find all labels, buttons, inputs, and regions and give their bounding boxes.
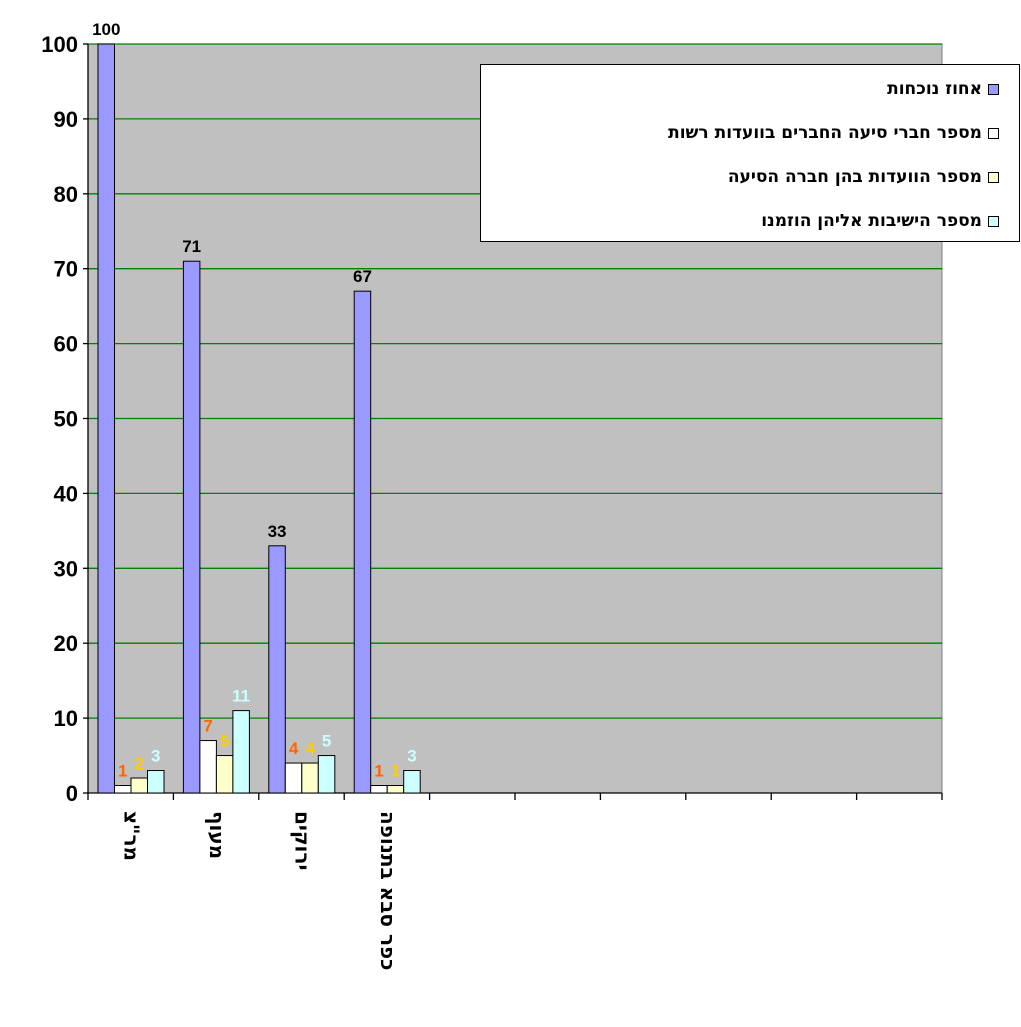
legend-item-members: מספר חברי סיעה החברים בוועדות רשות — [668, 123, 999, 143]
bar — [353, 290, 372, 794]
bar — [215, 755, 234, 794]
y-tick-label: 10 — [54, 706, 78, 731]
bar — [386, 785, 405, 794]
bar — [301, 762, 319, 794]
y-tick-label: 50 — [54, 407, 78, 432]
data-label: 7 — [203, 717, 212, 736]
legend-label-attendance: אחוז נוכחות — [887, 79, 982, 99]
bar — [199, 740, 217, 794]
y-tick-label: 20 — [54, 631, 78, 656]
y-tick-label: 70 — [54, 257, 78, 282]
data-label: 2 — [135, 754, 144, 773]
y-tick-label: 30 — [54, 556, 78, 581]
bar — [97, 43, 115, 794]
bar — [147, 770, 165, 794]
data-label: 1 — [374, 762, 383, 781]
bar — [370, 785, 388, 794]
data-label: 67 — [353, 267, 372, 286]
chart-legend: אחוז נוכחות מספר חברי סיעה החברים בוועדו… — [480, 64, 1020, 242]
legend-label-meetings: מספר הישיבות אליהן הוזמנו — [761, 211, 982, 231]
y-tick-label: 90 — [54, 107, 78, 132]
legend-swatch-attendance — [988, 83, 999, 95]
data-label: 1 — [118, 762, 127, 781]
x-tick-label: מעוף — [205, 811, 229, 859]
legend-swatch-members — [988, 127, 999, 139]
data-label: 4 — [289, 739, 299, 758]
data-label: 33 — [268, 522, 287, 541]
legend-label-members: מספר חברי סיעה החברים בוועדות רשות — [668, 123, 982, 143]
bar — [268, 545, 286, 794]
bar — [403, 770, 421, 794]
x-tick-label: מר"צ — [120, 811, 144, 861]
data-label: 11 — [232, 687, 250, 706]
data-label: 5 — [322, 732, 331, 751]
bar — [232, 710, 250, 794]
bar — [130, 777, 148, 794]
bar — [114, 785, 132, 794]
legend-swatch-meetings — [988, 215, 999, 227]
data-label: 3 — [407, 747, 416, 766]
y-tick-label: 100 — [41, 32, 78, 57]
x-tick-label: כפר סבא בתנופה — [376, 811, 400, 970]
legend-item-attendance: אחוז נוכחות — [887, 79, 999, 99]
bar — [284, 762, 303, 794]
legend-item-meetings: מספר הישיבות אליהן הוזמנו — [761, 211, 999, 231]
x-tick-label: ירוקים — [291, 811, 315, 870]
data-label: 71 — [182, 237, 201, 256]
data-label: 4 — [305, 739, 315, 758]
data-label: 1 — [391, 762, 400, 781]
y-tick-label: 60 — [54, 332, 78, 357]
data-label: 3 — [151, 747, 160, 766]
legend-swatch-committees — [988, 171, 999, 183]
y-tick-label: 40 — [54, 481, 78, 506]
bar — [317, 755, 336, 794]
legend-label-committees: מספר הוועדות בהן חברה הסיעה — [727, 167, 982, 187]
data-label: 100 — [92, 20, 120, 39]
data-label: 5 — [220, 732, 229, 751]
y-tick-label: 0 — [66, 781, 78, 806]
bar — [182, 260, 201, 794]
y-tick-label: 80 — [54, 182, 78, 207]
legend-item-committees: מספר הוועדות בהן חברה הסיעה — [728, 167, 999, 187]
